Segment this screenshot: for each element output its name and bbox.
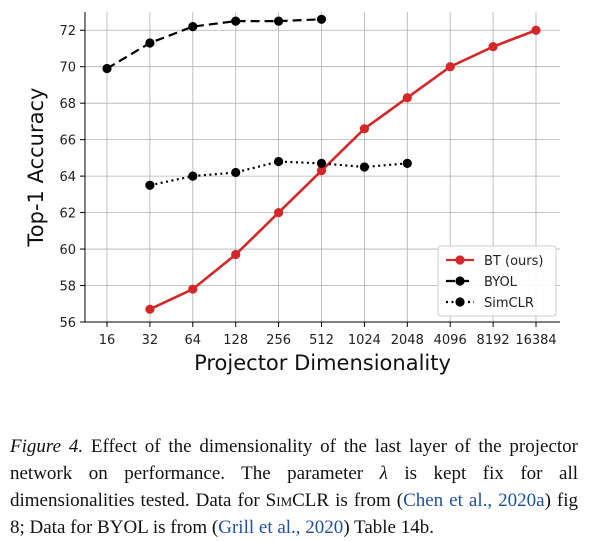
data-point xyxy=(402,93,412,103)
chart-container: 56 58 60 62 64 66 68 70 72 16 32 64 128 256 512 1024 204… xyxy=(24,12,560,375)
data-point xyxy=(316,166,327,176)
data-point xyxy=(274,207,284,218)
x-tick-label: 64 xyxy=(185,333,202,348)
data-point xyxy=(316,14,327,24)
y-tick-label: 62 xyxy=(59,207,76,222)
data-point xyxy=(359,162,369,172)
legend-marker xyxy=(455,255,465,265)
x-tick-label: 16384 xyxy=(515,333,556,348)
caption-text-2: is kept fix for all dimensionalities tes… xyxy=(10,463,578,511)
citation-grill[interactable]: Grill et al., 2020 xyxy=(218,517,344,538)
data-point xyxy=(188,284,198,294)
series-line-byol xyxy=(106,18,322,70)
y-tick-label: 64 xyxy=(59,170,76,185)
legend-label: BT (ours) xyxy=(484,254,543,269)
line-chart: 56 58 60 62 64 66 68 70 72 16 32 64 128 256 512 1024 204… xyxy=(24,12,560,375)
data-point xyxy=(102,63,112,74)
figure-caption: Figure 4. Effect of the dimensionality o… xyxy=(10,433,578,541)
legend-marker xyxy=(455,297,465,307)
data-point xyxy=(274,156,284,167)
y-tick-label: 60 xyxy=(59,243,76,258)
data-point xyxy=(531,25,541,35)
lambda-symbol: λ xyxy=(379,463,388,484)
data-point xyxy=(402,158,412,168)
caption-text-5: ) Table 14b. xyxy=(343,517,434,538)
x-tick-label: 2048 xyxy=(391,333,424,348)
y-axis-title: Top-1 Accuracy xyxy=(24,88,48,248)
caption-text-4: ) fig 8; Data for BYOL is from ( xyxy=(10,490,579,538)
y-tick-label: 68 xyxy=(59,97,76,112)
x-tick-label: 1024 xyxy=(348,333,381,348)
data-point xyxy=(145,304,155,314)
data-point xyxy=(145,180,155,190)
caption-text-3: is from ( xyxy=(329,490,404,511)
y-tick-label: 58 xyxy=(59,280,76,295)
x-tick-label: 256 xyxy=(266,333,291,348)
y-tick-label: 56 xyxy=(59,316,76,331)
x-tick-label: 128 xyxy=(223,333,248,348)
simclr-name: SimCLR xyxy=(265,490,330,511)
data-point xyxy=(231,167,241,178)
data-point xyxy=(188,171,198,181)
data-point xyxy=(231,249,241,260)
data-point xyxy=(359,124,369,134)
data-point xyxy=(445,62,455,72)
x-tick-label: 16 xyxy=(99,333,116,348)
legend-marker xyxy=(455,276,465,286)
data-point xyxy=(316,158,327,168)
x-tick-label: 8192 xyxy=(477,333,510,348)
x-tick-label: 32 xyxy=(142,333,159,348)
data-point xyxy=(488,42,498,52)
x-tick-label: 512 xyxy=(309,333,334,348)
legend-label: BYOL xyxy=(484,275,518,290)
data-point xyxy=(274,16,284,26)
data-point xyxy=(145,38,155,48)
data-point xyxy=(188,21,198,32)
y-tick-label: 72 xyxy=(59,24,76,39)
series-line-bt-ours xyxy=(149,29,537,311)
legend-box xyxy=(437,245,557,317)
x-axis-title: Projector Dimensionality xyxy=(194,351,451,375)
figure-label: Figure 4. xyxy=(10,436,84,457)
caption-text-1: Effect of the dimensionality of the last… xyxy=(10,436,578,484)
y-tick-label: 66 xyxy=(59,134,76,149)
y-tick-label: 70 xyxy=(59,61,76,76)
x-tick-label: 4096 xyxy=(434,333,467,348)
citation-chen[interactable]: Chen et al., 2020a xyxy=(403,490,545,511)
data-point xyxy=(231,16,241,26)
legend-label: SimCLR xyxy=(484,296,534,311)
